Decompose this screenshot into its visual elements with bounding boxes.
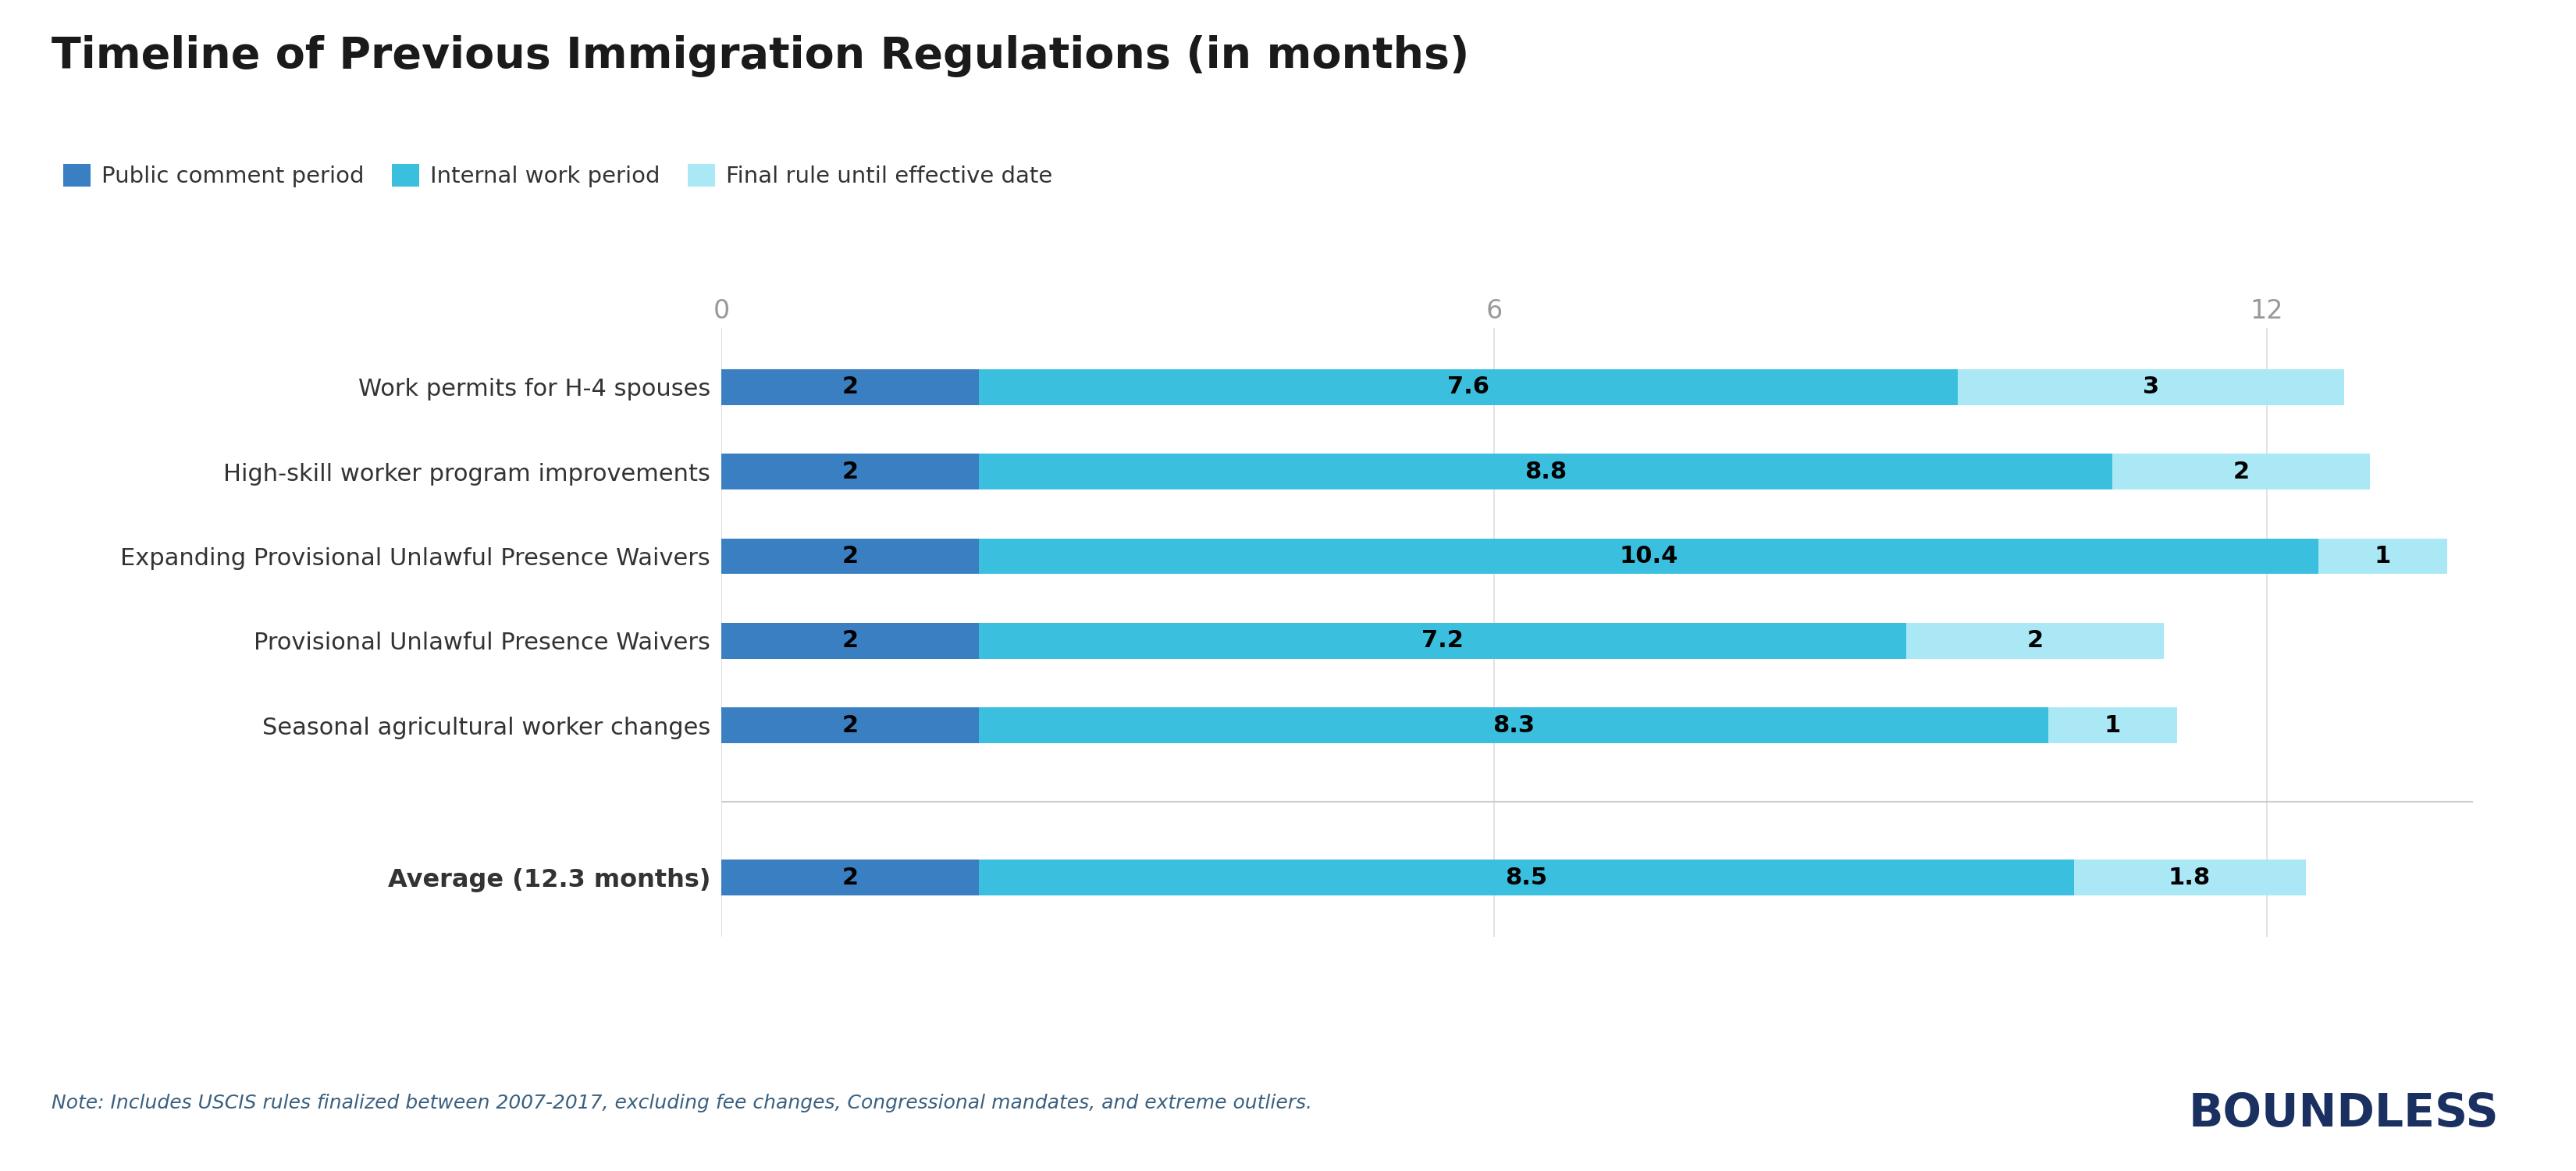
Text: BOUNDLESS: BOUNDLESS [2190, 1091, 2499, 1136]
Text: 1: 1 [2375, 545, 2391, 568]
Text: 7.2: 7.2 [1422, 630, 1463, 652]
Text: 1: 1 [2105, 714, 2120, 737]
Bar [721, 369, 979, 405]
Bar [2318, 539, 2447, 574]
Text: 8.8: 8.8 [1525, 460, 1566, 482]
Bar [1958, 369, 2344, 405]
Text: 2: 2 [842, 630, 858, 652]
Bar [979, 539, 2318, 574]
Bar [2074, 860, 2306, 896]
Text: 8.3: 8.3 [1492, 714, 1535, 737]
Bar [979, 623, 1906, 658]
Text: 2: 2 [842, 714, 858, 737]
Bar [721, 539, 979, 574]
Bar [721, 707, 979, 744]
Bar [721, 623, 979, 658]
Bar [979, 369, 1958, 405]
Bar [979, 707, 2048, 744]
Text: 2: 2 [842, 376, 858, 398]
Text: 2: 2 [2027, 630, 2043, 652]
Bar [2048, 707, 2177, 744]
Text: Timeline of Previous Immigration Regulations (in months): Timeline of Previous Immigration Regulat… [52, 35, 1468, 77]
Bar [1906, 623, 2164, 658]
Bar [979, 454, 2112, 489]
Bar [721, 454, 979, 489]
Text: 3: 3 [2143, 376, 2159, 398]
Text: 2: 2 [842, 867, 858, 889]
Legend: Public comment period, Internal work period, Final rule until effective date: Public comment period, Internal work per… [62, 164, 1054, 187]
Bar [979, 860, 2074, 896]
Text: Note: Includes USCIS rules finalized between 2007-2017, excluding fee changes, C: Note: Includes USCIS rules finalized bet… [52, 1094, 1311, 1112]
Text: 2: 2 [842, 545, 858, 568]
Text: 1.8: 1.8 [2169, 867, 2210, 889]
Text: 2: 2 [842, 460, 858, 482]
Text: 10.4: 10.4 [1620, 545, 1677, 568]
Text: 8.5: 8.5 [1504, 867, 1548, 889]
Text: 7.6: 7.6 [1448, 376, 1489, 398]
Bar [2112, 454, 2370, 489]
Bar [721, 860, 979, 896]
Text: 2: 2 [2233, 460, 2249, 482]
